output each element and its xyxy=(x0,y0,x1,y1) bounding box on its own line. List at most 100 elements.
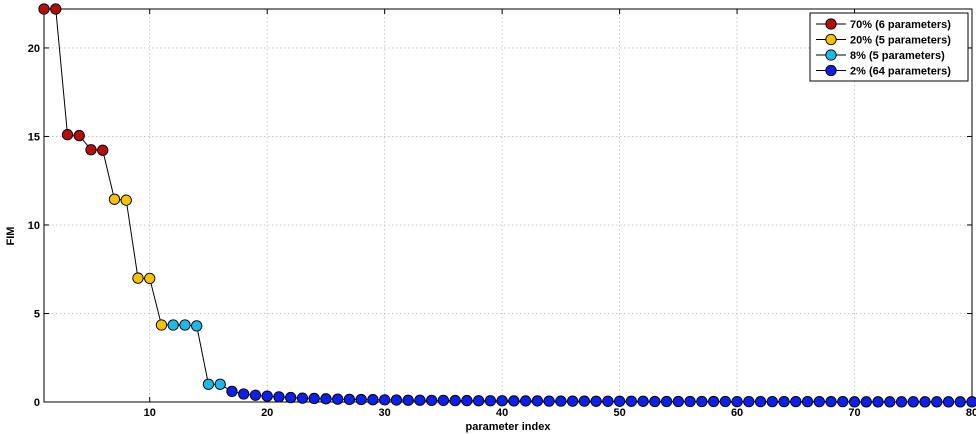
data-point-series-4 xyxy=(766,395,778,408)
data-point-series-4 xyxy=(942,396,955,408)
data-point-series-4 xyxy=(238,388,250,400)
y-tick-label: 0 xyxy=(34,397,40,409)
data-point-series-4 xyxy=(625,395,637,407)
plot-frame xyxy=(43,8,973,403)
data-point-series-4 xyxy=(778,395,790,408)
legend-marker-swatch xyxy=(825,33,837,46)
data-point-series-4 xyxy=(555,395,567,407)
data-point-series-4 xyxy=(437,394,450,407)
legend-marker-swatch xyxy=(825,64,837,77)
data-point-series-4 xyxy=(966,396,976,408)
data-point-series-4 xyxy=(837,395,849,408)
data-point-series-4 xyxy=(320,393,332,405)
data-point-series-4 xyxy=(273,391,285,403)
data-point-series-4 xyxy=(343,393,356,405)
x-tick-label: 50 xyxy=(613,407,625,419)
y-tick-label: 10 xyxy=(28,220,40,232)
legend-entry-label: 8% (5 parameters) xyxy=(850,50,945,62)
data-point-series-4 xyxy=(931,396,943,408)
data-point-series-3 xyxy=(202,378,215,390)
data-point-series-4 xyxy=(895,396,908,408)
data-point-series-2 xyxy=(108,193,121,205)
data-point-series-3 xyxy=(167,319,179,331)
data-point-series-4 xyxy=(461,394,473,407)
data-point-series-4 xyxy=(684,395,696,408)
data-point-series-4 xyxy=(414,394,426,406)
x-tick-label: 60 xyxy=(731,407,743,419)
x-axis-label: parameter index xyxy=(466,421,552,433)
data-point-series-4 xyxy=(919,396,931,408)
x-tick-label: 20 xyxy=(261,407,273,419)
data-point-series-4 xyxy=(731,395,743,408)
data-point-series-4 xyxy=(707,395,720,408)
data-point-series-4 xyxy=(660,395,673,408)
x-tick-label: 70 xyxy=(848,407,860,419)
data-point-series-4 xyxy=(543,395,555,407)
data-point-series-4 xyxy=(249,389,262,401)
y-tick-label: 20 xyxy=(28,43,40,55)
data-point-series-4 xyxy=(578,395,591,407)
data-point-series-4 xyxy=(449,394,461,407)
data-point-series-4 xyxy=(719,395,731,408)
x-tick-label: 40 xyxy=(496,407,508,419)
data-point-series-4 xyxy=(801,395,814,408)
data-point-series-4 xyxy=(379,394,391,406)
data-point-series-4 xyxy=(531,395,544,407)
data-point-series-4 xyxy=(696,395,708,408)
legend-marker-swatch xyxy=(825,49,837,61)
y-tick-label: 15 xyxy=(28,131,40,143)
data-point-series-2 xyxy=(155,319,168,331)
marker-layer xyxy=(38,3,976,408)
data-point-series-4 xyxy=(261,390,273,402)
data-point-series-4 xyxy=(672,395,684,408)
data-point-series-4 xyxy=(884,396,896,408)
data-point-series-1 xyxy=(85,144,97,156)
data-point-series-4 xyxy=(402,394,414,406)
data-point-series-4 xyxy=(602,395,614,407)
data-point-series-4 xyxy=(355,393,367,406)
data-point-series-4 xyxy=(390,394,403,406)
legend-marker-swatch xyxy=(825,18,837,30)
data-point-series-2 xyxy=(144,272,156,285)
data-point-series-4 xyxy=(308,392,320,405)
data-point-series-4 xyxy=(649,395,661,408)
x-tick-label: 80 xyxy=(966,407,976,419)
data-point-series-4 xyxy=(472,395,485,407)
legend-entry-label: 20% (5 parameters) xyxy=(850,35,951,47)
data-point-series-4 xyxy=(332,393,344,405)
data-point-series-2 xyxy=(120,194,132,206)
data-point-series-4 xyxy=(566,395,579,407)
data-point-series-4 xyxy=(790,395,802,408)
x-tick-label: 10 xyxy=(144,407,156,419)
data-point-series-3 xyxy=(179,319,191,331)
data-point-series-2 xyxy=(132,272,144,284)
x-tick-label: 30 xyxy=(379,407,391,419)
data-point-series-4 xyxy=(754,395,767,408)
data-point-series-4 xyxy=(825,395,837,408)
data-point-series-4 xyxy=(813,395,825,408)
data-point-series-1 xyxy=(61,129,74,141)
data-point-series-4 xyxy=(425,394,438,407)
legend-entry-label: 70% (6 parameters) xyxy=(850,19,951,31)
y-axis-label: FIM xyxy=(5,227,17,246)
data-point-series-4 xyxy=(484,395,497,407)
data-point-series-4 xyxy=(226,385,238,398)
data-point-series-4 xyxy=(296,392,309,404)
data-point-series-1 xyxy=(97,144,109,156)
data-point-series-1 xyxy=(73,129,85,142)
data-point-series-4 xyxy=(285,391,297,404)
data-point-series-4 xyxy=(907,396,919,408)
data-point-series-4 xyxy=(519,395,532,407)
data-point-series-4 xyxy=(496,395,508,407)
data-point-series-4 xyxy=(367,394,379,406)
data-point-series-4 xyxy=(590,395,602,407)
data-point-series-4 xyxy=(848,396,861,408)
data-point-series-4 xyxy=(743,395,755,408)
data-point-series-4 xyxy=(637,395,649,407)
legend-entry-label: 2% (64 parameters) xyxy=(850,66,951,78)
data-point-series-4 xyxy=(954,396,966,408)
axes-layer: 10 20 30 40 50 60 70 80 0 5 10 15 20 xyxy=(28,8,976,419)
data-point-series-3 xyxy=(214,378,226,390)
